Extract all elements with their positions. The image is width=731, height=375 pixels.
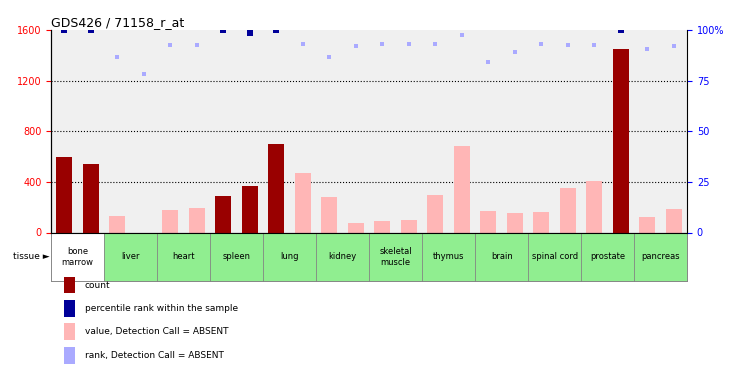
Bar [475,232,528,281]
Text: bone
marrow: bone marrow [61,247,94,267]
Bar [401,220,417,232]
Bar [374,221,390,232]
Text: prostate: prostate [590,252,625,261]
Bar [348,223,364,232]
Bar [64,323,75,340]
Text: count: count [85,280,110,290]
Bar [216,196,231,232]
Text: spinal cord: spinal cord [531,252,577,261]
Bar [586,181,602,232]
Text: tissue ►: tissue ► [13,252,50,261]
Bar [428,195,443,232]
Bar [581,232,634,281]
Text: GDS426 / 71158_r_at: GDS426 / 71158_r_at [51,16,184,29]
Bar [613,49,629,232]
Bar [242,186,258,232]
Bar [666,209,682,232]
Bar [211,232,263,281]
Bar [110,216,126,232]
Text: brain: brain [491,252,512,261]
Bar [268,144,284,232]
Text: liver: liver [121,252,140,261]
Bar [64,300,75,317]
Bar [322,197,337,232]
Bar [295,173,311,232]
Text: heart: heart [173,252,195,261]
Text: spleen: spleen [223,252,251,261]
Bar [263,232,317,281]
Bar [56,157,72,232]
Bar [51,232,105,281]
Bar [634,232,687,281]
Bar [64,347,75,364]
Text: kidney: kidney [328,252,357,261]
Text: percentile rank within the sample: percentile rank within the sample [85,304,238,313]
Bar [83,164,99,232]
Text: pancreas: pancreas [641,252,680,261]
Text: thymus: thymus [433,252,464,261]
Bar [507,213,523,232]
Bar [640,217,656,232]
Bar [189,208,205,232]
Bar [162,210,178,232]
Text: skeletal
muscle: skeletal muscle [379,247,412,267]
Bar [534,211,550,232]
Bar [105,232,157,281]
Bar [157,232,211,281]
Bar [423,232,475,281]
Bar [317,232,369,281]
Bar [528,232,581,281]
Bar [369,232,423,281]
Bar [64,277,75,293]
Text: value, Detection Call = ABSENT: value, Detection Call = ABSENT [85,327,228,336]
Text: lung: lung [281,252,299,261]
Bar [480,211,496,232]
Bar [454,147,470,232]
Text: rank, Detection Call = ABSENT: rank, Detection Call = ABSENT [85,351,224,360]
Bar [560,188,576,232]
